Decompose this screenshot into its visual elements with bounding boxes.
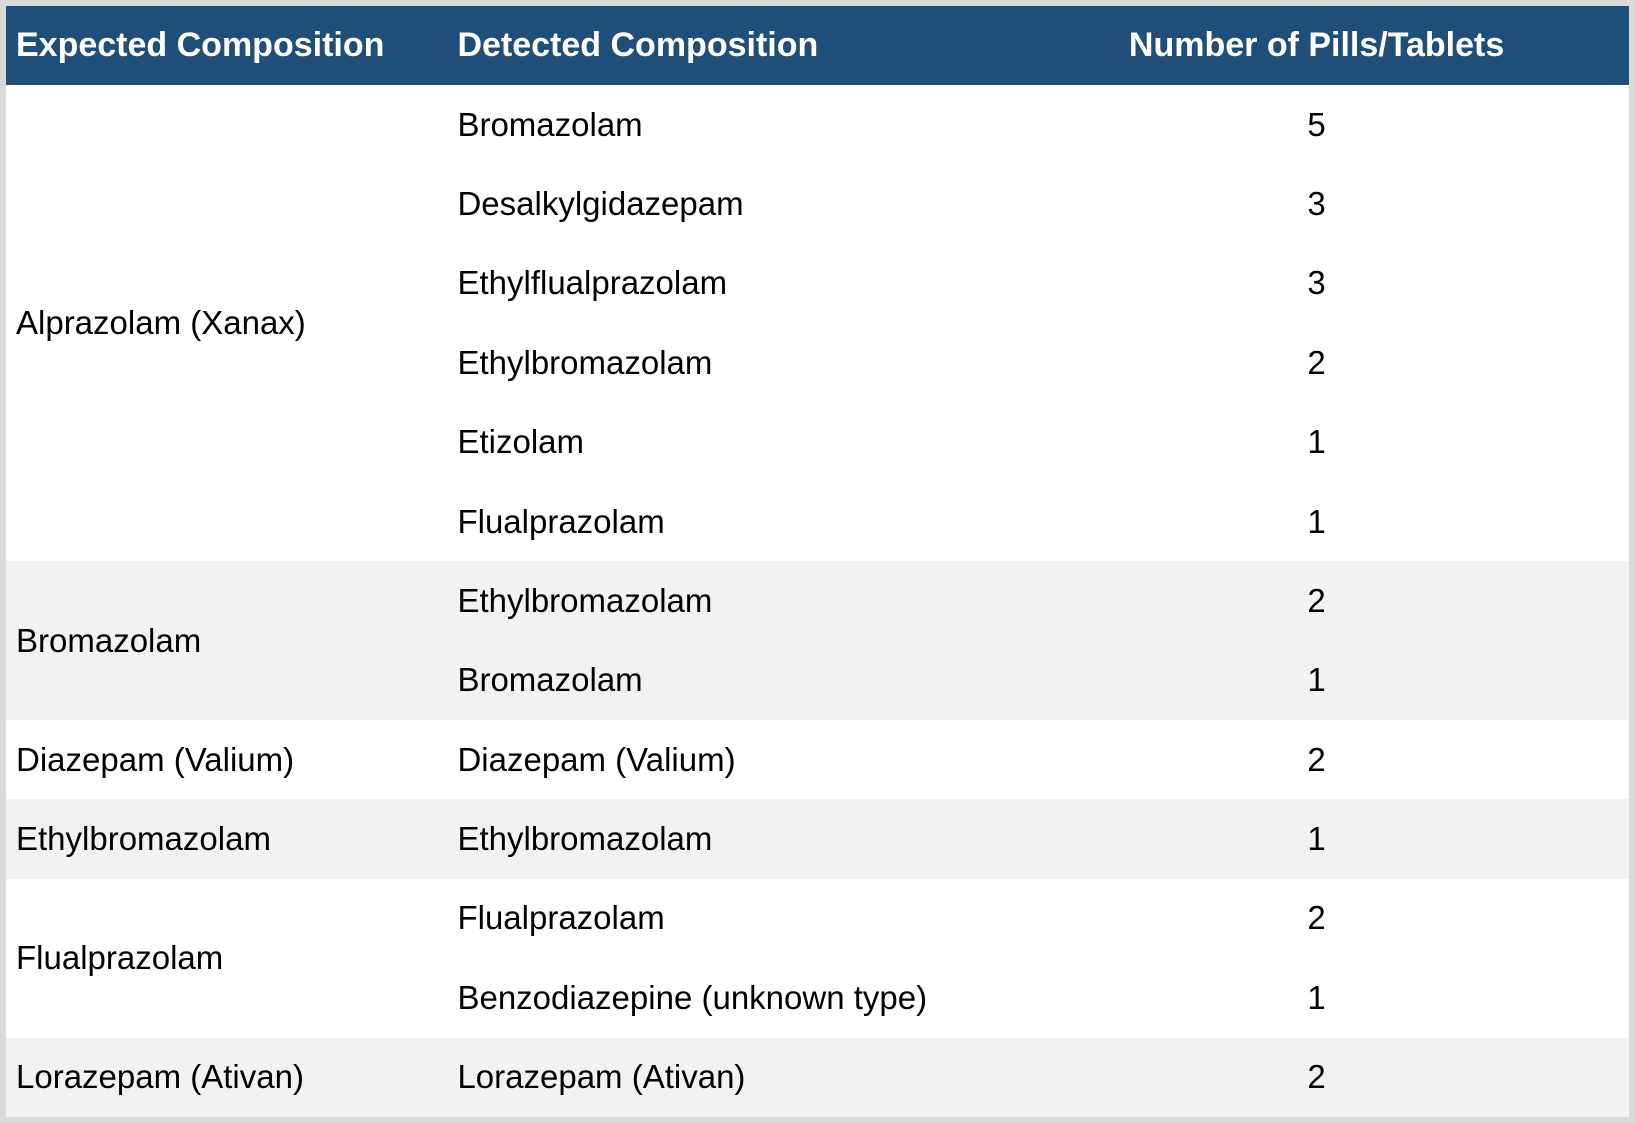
pill-count-cell: 3 bbox=[1004, 164, 1629, 244]
pill-count-cell: 1 bbox=[1004, 481, 1629, 562]
expected-composition-cell: Flualprazolam bbox=[6, 878, 448, 1038]
pill-count-cell: 5 bbox=[1004, 85, 1629, 165]
detected-composition-cell: Ethylbromazolam bbox=[447, 799, 1005, 879]
col-header-number-of-pills: Number of Pills/Tablets bbox=[1004, 6, 1629, 85]
expected-composition-cell: Alprazolam (Xanax) bbox=[6, 85, 448, 562]
table-row: Alprazolam (Xanax) Bromazolam 5 bbox=[6, 85, 1629, 562]
table-row: Flualprazolam Flualprazolam 2 bbox=[6, 878, 1629, 1038]
expected-composition-cell: Ethylbromazolam bbox=[6, 799, 448, 879]
expected-composition-cell: Lorazepam (Ativan) bbox=[6, 1037, 448, 1117]
composition-table-grid: Expected Composition Detected Compositio… bbox=[6, 6, 1629, 1117]
col-header-detected-composition: Detected Composition bbox=[447, 6, 1005, 85]
table-row: Flualprazolam 1 bbox=[6, 481, 1629, 562]
detected-composition-cell: Etizolam bbox=[447, 402, 1005, 482]
pill-count-cell: 3 bbox=[1004, 243, 1629, 324]
table-row: Desalkylgidazepam 3 bbox=[6, 164, 1629, 244]
detected-composition-cell: Flualprazolam bbox=[447, 878, 1005, 959]
table-row: Etizolam 1 bbox=[6, 402, 1629, 482]
table-row: Diazepam (Valium) Diazepam (Valium) 2 bbox=[6, 720, 1629, 800]
detected-composition-cell: Lorazepam (Ativan) bbox=[447, 1037, 1005, 1117]
pill-count-cell: 2 bbox=[1004, 720, 1629, 800]
detected-composition-cell: Bromazolam bbox=[447, 85, 1005, 165]
table-row: Bromazolam 1 bbox=[6, 640, 1629, 720]
header-row: Expected Composition Detected Compositio… bbox=[6, 6, 1629, 85]
detected-composition-cell: Ethylbromazolam bbox=[447, 323, 1005, 403]
pill-count-cell: 1 bbox=[1004, 640, 1629, 720]
table-body: Alprazolam (Xanax) Bromazolam 5 Desalkylgid… bbox=[6, 85, 1629, 1117]
table-row: Bromazolam Ethylbromazolam 2 bbox=[6, 561, 1629, 720]
table-row: Ethylbromazolam Ethylbromazolam 1 bbox=[6, 799, 1629, 879]
pill-count-cell: 1 bbox=[1004, 799, 1629, 879]
table-row: Ethylflualprazolam 3 bbox=[6, 243, 1629, 324]
detected-composition-cell: Flualprazolam bbox=[447, 481, 1005, 562]
detected-composition-cell: Diazepam (Valium) bbox=[447, 720, 1005, 800]
table-row: Ethylbromazolam 2 bbox=[6, 323, 1629, 403]
detected-composition-cell: Ethylflualprazolam bbox=[447, 243, 1005, 324]
pill-count-cell: 2 bbox=[1004, 561, 1629, 641]
pill-count-cell: 2 bbox=[1004, 1037, 1629, 1117]
table-row: Lorazepam (Ativan) Lorazepam (Ativan) 2 bbox=[6, 1037, 1629, 1117]
pill-count-cell: 1 bbox=[1004, 958, 1629, 1038]
pill-count-cell: 2 bbox=[1004, 323, 1629, 403]
table-row: Benzodiazepine (unknown type) 1 bbox=[6, 958, 1629, 1038]
expected-composition-cell: Diazepam (Valium) bbox=[6, 720, 448, 800]
pill-count-cell: 2 bbox=[1004, 878, 1629, 959]
detected-composition-cell: Benzodiazepine (unknown type) bbox=[447, 958, 1005, 1038]
expected-composition-cell: Bromazolam bbox=[6, 561, 448, 720]
col-header-expected-composition: Expected Composition bbox=[6, 6, 448, 85]
detected-composition-cell: Ethylbromazolam bbox=[447, 561, 1005, 641]
detected-composition-cell: Bromazolam bbox=[447, 640, 1005, 720]
pill-count-cell: 1 bbox=[1004, 402, 1629, 482]
detected-composition-cell: Desalkylgidazepam bbox=[447, 164, 1005, 244]
